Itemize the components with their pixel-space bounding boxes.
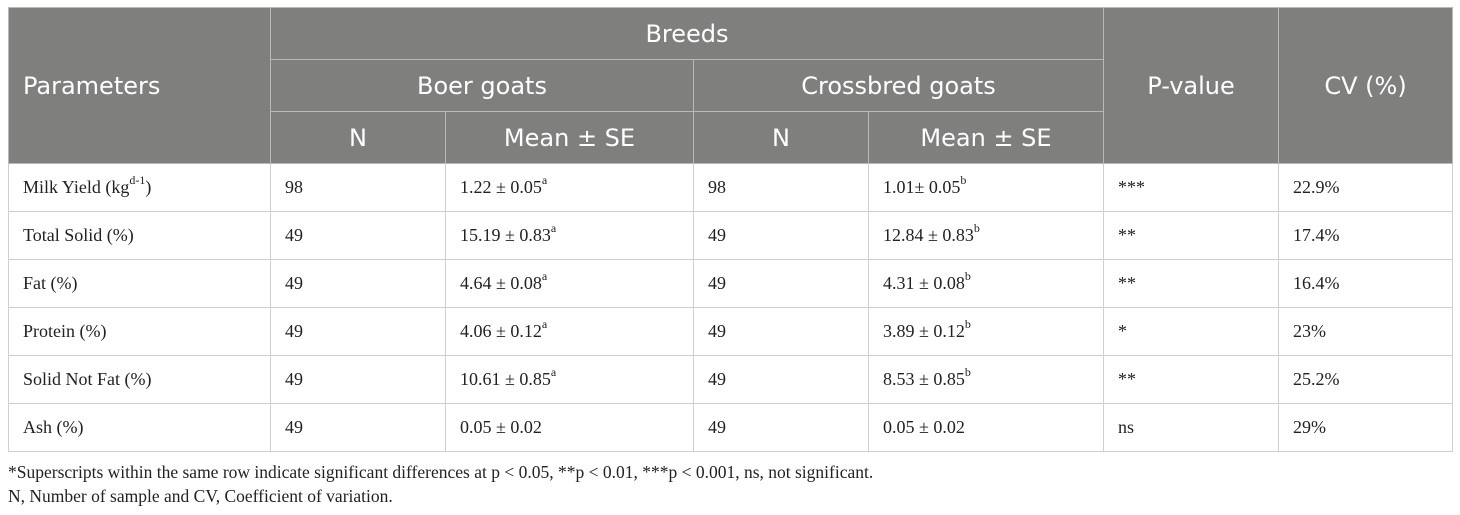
header-crossbred-goats: Crossbred goats (692, 59, 1105, 112)
footnote-significance: *Superscripts within the same row indica… (8, 462, 874, 482)
header-boer-goats: Boer goats (270, 59, 694, 112)
cell-cross-n: 49 (693, 355, 869, 404)
cell-cross-mean: 0.05 ± 0.02 (867, 403, 1105, 452)
cell-cv: 29% (1278, 403, 1454, 452)
footnote-abbreviations: N, Number of sample and CV, Coefficient … (8, 486, 393, 506)
header-parameters: Parameters (8, 7, 271, 164)
cell-parameter: Ash (%) (8, 403, 271, 452)
cell-boer-n: 49 (270, 211, 446, 260)
cell-p-value: ** (1103, 259, 1280, 308)
cell-p-value: ** (1103, 355, 1280, 404)
table-row: Fat (%) 49 4.64 ± 0.08a 49 4.31 ± 0.08b … (8, 259, 1454, 308)
header-cross-mean-se: Mean ± SE (867, 111, 1105, 164)
cell-cross-n: 49 (693, 211, 869, 260)
cell-parameter: Protein (%) (8, 307, 271, 356)
header-cross-n: N (693, 111, 869, 164)
cell-parameter: Fat (%) (8, 259, 271, 308)
table-row: Milk Yield (kgd-1) 98 1.22 ± 0.05a 98 1.… (8, 163, 1454, 212)
table-row: Total Solid (%) 49 15.19 ± 0.83a 49 12.8… (8, 211, 1454, 260)
cell-p-value: ns (1103, 403, 1280, 452)
table-row: Protein (%) 49 4.06 ± 0.12a 49 3.89 ± 0.… (8, 307, 1454, 356)
cell-boer-mean: 15.19 ± 0.83a (445, 211, 694, 260)
cell-cross-mean: 12.84 ± 0.83b (867, 211, 1105, 260)
cell-cross-n: 98 (693, 163, 869, 212)
cell-p-value: *** (1103, 163, 1280, 212)
header-boer-n: N (270, 111, 446, 164)
cell-cross-n: 49 (693, 307, 869, 356)
cell-p-value: * (1103, 307, 1280, 356)
header-cv: CV (%) (1278, 7, 1454, 164)
cell-boer-n: 49 (270, 259, 446, 308)
table-footnotes: *Superscripts within the same row indica… (8, 460, 873, 508)
table-container: Parameters Breeds P-value CV (%) Boer go… (8, 7, 1454, 452)
cell-cross-mean: 4.31 ± 0.08b (867, 259, 1105, 308)
cell-boer-n: 49 (270, 307, 446, 356)
header-boer-mean-se: Mean ± SE (445, 111, 694, 164)
cell-cv: 22.9% (1278, 163, 1454, 212)
data-table: Parameters Breeds P-value CV (%) Boer go… (8, 7, 1454, 452)
cell-cross-mean: 3.89 ± 0.12b (867, 307, 1105, 356)
cell-cross-mean: 1.01± 0.05b (867, 163, 1105, 212)
cell-boer-n: 49 (270, 403, 446, 452)
cell-cv: 17.4% (1278, 211, 1454, 260)
cell-parameter: Solid Not Fat (%) (8, 355, 271, 404)
table-row: Solid Not Fat (%) 49 10.61 ± 0.85a 49 8.… (8, 355, 1454, 404)
cell-cross-mean: 8.53 ± 0.85b (867, 355, 1105, 404)
header-breeds: Breeds (269, 7, 1105, 60)
header-p-value: P-value (1103, 7, 1280, 164)
cell-boer-mean: 4.64 ± 0.08a (445, 259, 694, 308)
cell-cross-n: 49 (693, 259, 869, 308)
cell-cv: 16.4% (1278, 259, 1454, 308)
table-row: Ash (%) 49 0.05 ± 0.02 49 0.05 ± 0.02 ns… (8, 403, 1454, 452)
cell-cv: 23% (1278, 307, 1454, 356)
cell-parameter: Total Solid (%) (8, 211, 271, 260)
cell-boer-mean: 4.06 ± 0.12a (445, 307, 694, 356)
cell-boer-n: 49 (270, 355, 446, 404)
cell-cross-n: 49 (693, 403, 869, 452)
cell-cv: 25.2% (1278, 355, 1454, 404)
cell-p-value: ** (1103, 211, 1280, 260)
cell-boer-mean: 1.22 ± 0.05a (445, 163, 694, 212)
cell-parameter: Milk Yield (kgd-1) (8, 163, 271, 212)
cell-boer-mean: 10.61 ± 0.85a (445, 355, 694, 404)
cell-boer-n: 98 (270, 163, 446, 212)
cell-boer-mean: 0.05 ± 0.02 (445, 403, 694, 452)
